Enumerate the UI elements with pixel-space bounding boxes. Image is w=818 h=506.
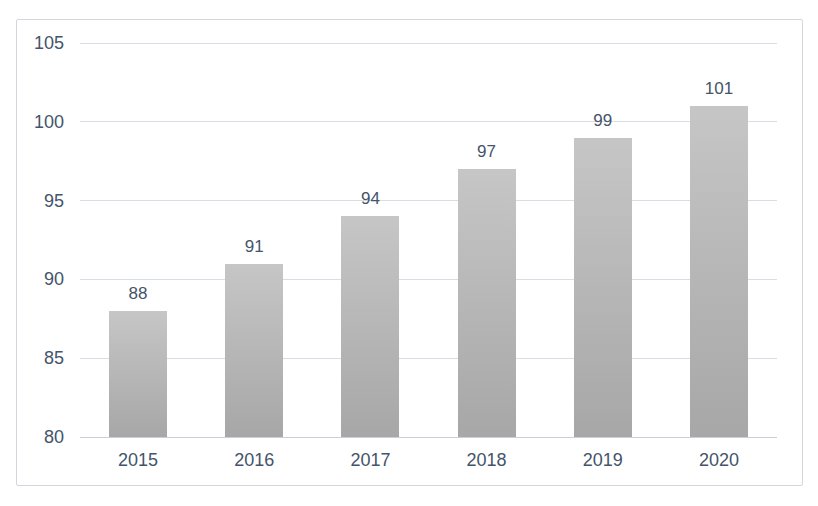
x-axis-line — [80, 437, 777, 438]
data-label-2017: 94 — [340, 189, 400, 209]
gridline — [80, 279, 777, 280]
x-axis-label-2017: 2017 — [330, 450, 410, 470]
y-axis-tick-label: 90 — [18, 269, 64, 289]
x-axis-label-2018: 2018 — [447, 450, 527, 470]
bar-2019 — [574, 138, 632, 437]
x-axis-label-2020: 2020 — [679, 450, 759, 470]
data-label-2019: 99 — [573, 111, 633, 131]
y-axis-tick-label: 85 — [18, 348, 64, 368]
data-label-2015: 88 — [108, 284, 168, 304]
gridline — [80, 121, 777, 122]
bar-2020 — [690, 106, 748, 437]
y-axis-tick-label: 105 — [18, 33, 64, 53]
bar-2015 — [109, 311, 167, 437]
gridline — [80, 200, 777, 201]
data-label-2020: 101 — [689, 79, 749, 99]
data-label-2018: 97 — [457, 142, 517, 162]
gridline — [80, 358, 777, 359]
gridline — [80, 43, 777, 44]
y-axis-tick-label: 100 — [18, 112, 64, 132]
bar-2018 — [458, 169, 516, 437]
x-axis-label-2019: 2019 — [563, 450, 643, 470]
bar-2017 — [341, 216, 399, 437]
x-axis-label-2016: 2016 — [214, 450, 294, 470]
y-axis-tick-label: 95 — [18, 191, 64, 211]
y-axis-tick-label: 80 — [18, 427, 64, 447]
data-label-2016: 91 — [224, 237, 284, 257]
bar-2016 — [225, 264, 283, 437]
x-axis-label-2015: 2015 — [98, 450, 178, 470]
bar-chart: 80 85 90 95 100 105 88 2015 91 2016 94 2017 97 2018 99… — [0, 0, 818, 506]
